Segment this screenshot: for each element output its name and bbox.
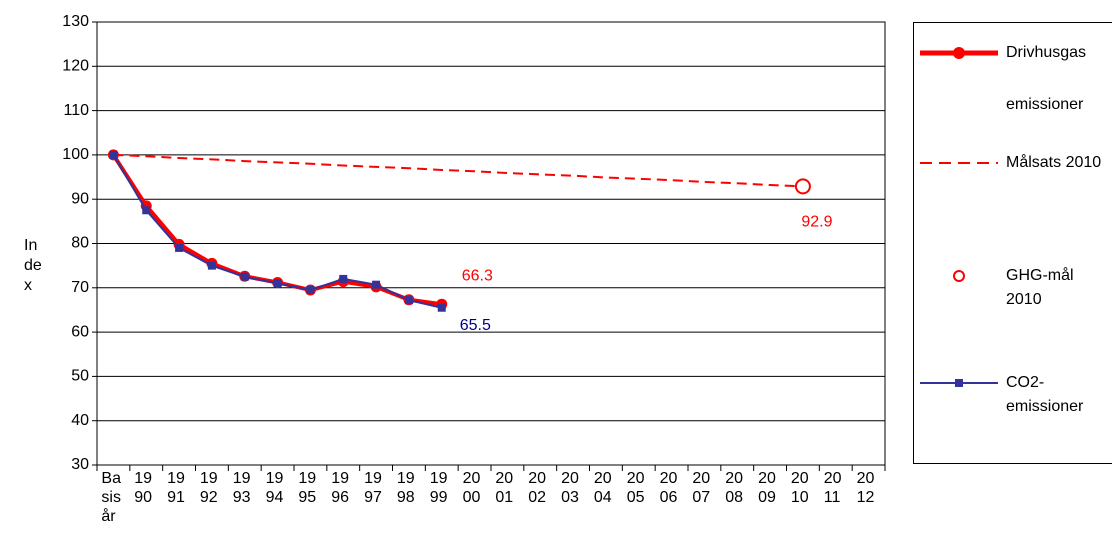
y-tick-label: 90 [71,190,89,207]
legend-marker [953,47,965,59]
marker [273,279,282,288]
x-tick-label: 2000 [462,470,481,506]
x-tick-label: 1995 [298,470,317,506]
data-label: 65.5 [460,317,491,334]
y-axis-label: Index [24,237,42,294]
marker [109,150,118,159]
x-tick-label: 2001 [495,470,514,506]
x-tick-label: 1992 [199,470,218,506]
x-tick-label: 2005 [626,470,645,506]
marker [175,243,184,252]
y-tick-label: 30 [71,456,89,473]
x-tick-label: 2006 [659,470,678,506]
y-tick-label: 40 [71,412,89,429]
y-tick-label: 120 [62,58,89,75]
y-tick-label: 60 [71,323,89,340]
data-label: 66.3 [462,267,493,284]
x-tick-label: 1999 [429,470,448,506]
x-tick-label: 1991 [167,470,185,506]
x-tick-label: 1993 [232,470,251,506]
data-label: 92.9 [801,214,832,231]
x-tick-label: 2003 [561,470,579,506]
x-tick-label: 2002 [528,470,547,506]
x-tick-label: 1997 [364,470,382,506]
legend-label: Målsats 2010 [1006,154,1102,171]
x-tick-label: 2004 [593,470,612,506]
marker [404,296,413,305]
x-tick-label: 1998 [396,470,415,506]
series-line [113,153,803,188]
y-tick-label: 110 [63,102,89,119]
marker [306,286,315,295]
marker [437,303,446,312]
marker [207,261,216,270]
y-tick-label: 70 [71,279,89,296]
x-tick-label: 2011 [823,470,842,506]
x-tick-label: 1990 [134,470,153,506]
marker [372,280,381,289]
x-tick-label: 2010 [790,470,809,506]
x-tick-label: 2012 [856,470,875,506]
y-tick-label: 50 [71,368,89,385]
marker [240,272,249,281]
y-tick-label: 80 [71,235,89,252]
legend-marker [955,379,963,387]
legend-label: CO2-emissioner [1006,374,1084,415]
marker [339,274,348,283]
legend [913,22,1112,464]
legend-label: GHG-mål 2010 [1006,267,1074,308]
x-tick-label: Basis år [101,470,121,525]
x-tick-label: 1996 [331,470,350,506]
x-tick-label: 2007 [692,470,711,506]
x-tick-label: 2008 [725,470,744,506]
y-tick-label: 100 [62,146,89,163]
x-tick-label: 1994 [265,470,284,506]
marker [794,178,811,195]
legend-label: Drivhusgas emissioner [1006,44,1087,113]
x-tick-label: 2009 [758,470,776,506]
marker [142,206,151,215]
y-tick-label: 130 [62,13,89,30]
legend-marker [953,270,965,282]
